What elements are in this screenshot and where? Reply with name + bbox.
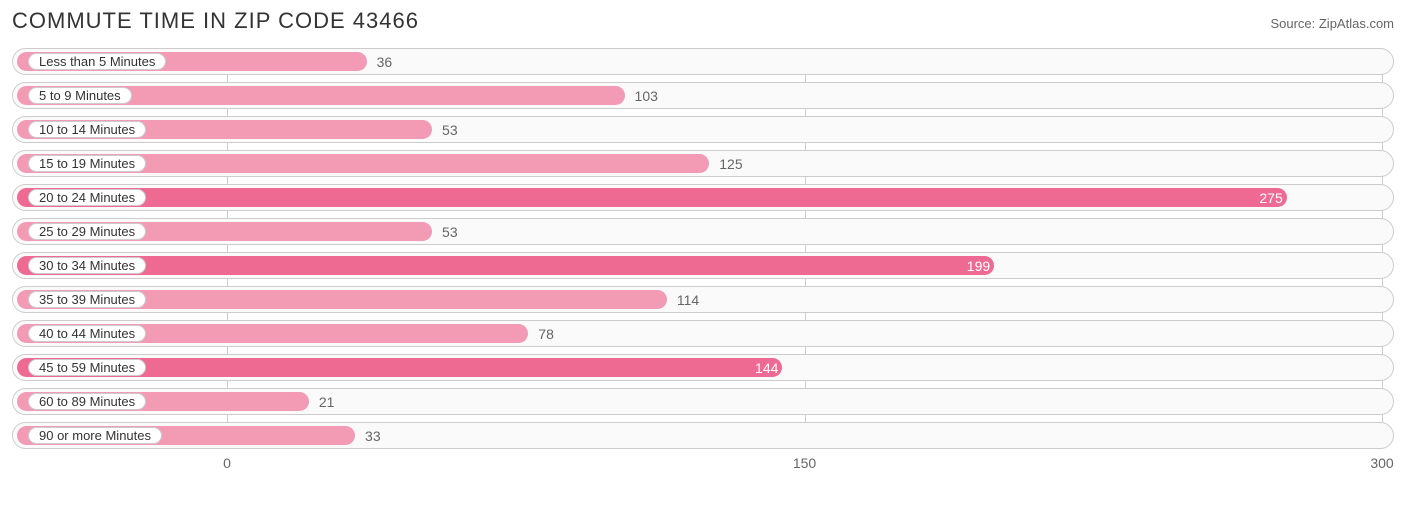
bar-value: 21 [319,389,335,414]
bar-row: 35 to 39 Minutes 114 [12,286,1394,313]
category-pill: 15 to 19 Minutes [28,155,146,172]
axis-tick-label: 150 [793,455,816,471]
bar-row: 45 to 59 Minutes 144 [12,354,1394,381]
chart-area: Less than 5 Minutes 36 5 to 9 Minutes 103 10… [12,48,1394,475]
bar [17,256,994,275]
header: COMMUTE TIME IN ZIP CODE 43466 Source: Z… [12,8,1394,34]
bar-value: 144 [755,355,778,380]
bar-value: 53 [442,219,458,244]
category-pill: 60 to 89 Minutes [28,393,146,410]
category-pill: 10 to 14 Minutes [28,121,146,138]
x-axis: 0 150 300 [12,453,1394,475]
bar-value: 33 [365,423,381,448]
bar-value: 275 [1259,185,1282,210]
chart-rows: Less than 5 Minutes 36 5 to 9 Minutes 103 10… [12,48,1394,449]
bar-row: 20 to 24 Minutes 275 [12,184,1394,211]
category-pill: 45 to 59 Minutes [28,359,146,376]
chart-container: COMMUTE TIME IN ZIP CODE 43466 Source: Z… [0,0,1406,487]
category-pill: Less than 5 Minutes [28,53,166,70]
bar-row: 5 to 9 Minutes 103 [12,82,1394,109]
bar-value: 103 [635,83,658,108]
category-pill: 30 to 34 Minutes [28,257,146,274]
bar-row: 60 to 89 Minutes 21 [12,388,1394,415]
axis-tick-label: 0 [223,455,231,471]
bar-value: 125 [719,151,742,176]
category-pill: 90 or more Minutes [28,427,162,444]
bar-row: 25 to 29 Minutes 53 [12,218,1394,245]
bar-row: Less than 5 Minutes 36 [12,48,1394,75]
bar-value: 53 [442,117,458,142]
bar-value: 114 [677,287,699,312]
bar-value: 36 [377,49,393,74]
category-pill: 25 to 29 Minutes [28,223,146,240]
category-pill: 5 to 9 Minutes [28,87,132,104]
chart-title: COMMUTE TIME IN ZIP CODE 43466 [12,8,419,34]
bar-row: 90 or more Minutes 33 [12,422,1394,449]
bar-row: 30 to 34 Minutes 199 [12,252,1394,279]
axis-tick-label: 300 [1370,455,1393,471]
category-pill: 35 to 39 Minutes [28,291,146,308]
bar-row: 15 to 19 Minutes 125 [12,150,1394,177]
bar-row: 10 to 14 Minutes 53 [12,116,1394,143]
bar [17,188,1287,207]
bar-row: 40 to 44 Minutes 78 [12,320,1394,347]
category-pill: 40 to 44 Minutes [28,325,146,342]
bar-value: 199 [967,253,990,278]
chart-source: Source: ZipAtlas.com [1270,16,1394,31]
bar-value: 78 [538,321,554,346]
category-pill: 20 to 24 Minutes [28,189,146,206]
